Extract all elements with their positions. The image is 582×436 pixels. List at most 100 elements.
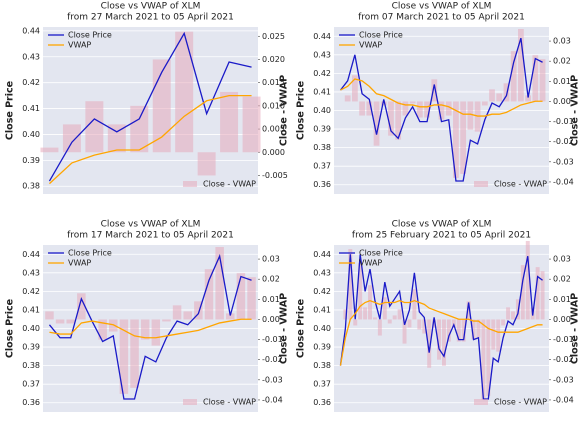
bar (471, 319, 476, 340)
bar (107, 124, 126, 153)
y-tick-label: 0.39 (313, 343, 331, 352)
y2-tick-label: -0.04 (262, 395, 283, 404)
y2-tick-label: 0.02 (553, 275, 571, 284)
bar (397, 309, 402, 320)
bar (368, 285, 372, 320)
bar (55, 319, 65, 324)
bar (441, 319, 446, 366)
line (49, 94, 252, 185)
y2-tick-label: -0.005 (262, 171, 288, 180)
bar (62, 124, 81, 153)
bar (446, 319, 451, 342)
bar (496, 319, 501, 352)
bar (366, 101, 373, 116)
bar (412, 289, 417, 320)
bar (395, 101, 402, 140)
y-tick-label: 0.39 (22, 156, 40, 165)
y-tick-label: 0.37 (313, 380, 331, 389)
bar (501, 319, 506, 326)
bar (151, 319, 161, 346)
bar (535, 267, 540, 320)
y-tick-label: 0.38 (313, 361, 331, 370)
y2-tick-label: -0.02 (262, 355, 283, 364)
y-tick-label: 0.36 (313, 180, 331, 189)
bar (496, 93, 503, 102)
bar (387, 319, 392, 324)
y2-tick-label: -0.01 (553, 117, 574, 126)
bar (373, 101, 380, 146)
line (339, 37, 543, 182)
y-axis-label: Close Price (296, 81, 307, 140)
bar (392, 315, 397, 320)
y2-tick-label: 0.00 (262, 315, 280, 324)
line (339, 254, 543, 400)
y-axis-label: Close Price (5, 299, 16, 358)
y-tick-label: 0.41 (22, 305, 40, 314)
line (49, 318, 252, 339)
bar (380, 101, 387, 106)
y2-tick-label: -0.03 (262, 375, 283, 384)
bar (119, 319, 129, 394)
chart-title: Close vs VWAP of XLM (101, 2, 201, 12)
y-tick-label: 0.42 (313, 69, 331, 78)
y-tick-label: 0.41 (313, 87, 331, 96)
legend-label: Close - VWAP (494, 180, 547, 189)
y2-tick-label: 0.020 (262, 55, 285, 64)
y-tick-label: 0.37 (313, 162, 331, 171)
bar (520, 265, 525, 320)
bar (409, 101, 416, 104)
y2-tick-label: -0.03 (553, 157, 574, 166)
y2-tick-label: 0.03 (553, 255, 571, 264)
y-tick-label: 0.40 (22, 324, 40, 333)
legend-swatch (183, 181, 197, 187)
y2-tick-label: -0.04 (553, 395, 574, 404)
bar (476, 319, 481, 338)
legend-label: Close Price (359, 31, 403, 40)
y-tick-label: 0.39 (313, 125, 331, 134)
bar (85, 101, 104, 153)
y-tick-label: 0.43 (22, 268, 40, 277)
y-tick-label: 0.38 (22, 361, 40, 370)
bar (525, 240, 530, 320)
bar (445, 101, 452, 116)
y-tick-label: 0.44 (22, 250, 40, 259)
legend-swatch (474, 399, 488, 405)
y2-axis-label: Close - VWAP (279, 75, 290, 146)
bar (510, 51, 517, 102)
bar (175, 31, 194, 153)
bar (348, 249, 353, 320)
legend-label: Close Price (359, 249, 403, 258)
y2-axis-label: Close - VWAP (279, 293, 290, 364)
chart-title: Close vs VWAP of XLM (392, 2, 492, 12)
bar (422, 319, 427, 334)
bar (358, 263, 363, 320)
bar (402, 319, 407, 344)
bar (353, 319, 358, 326)
bar (204, 269, 214, 320)
legend-label: Close - VWAP (494, 398, 547, 407)
line (48, 253, 252, 400)
legend-label: Close Price (68, 31, 112, 40)
bar (427, 319, 432, 368)
y-tick-label: 0.40 (22, 130, 40, 139)
y-tick-label: 0.39 (22, 343, 40, 352)
y-tick-label: 0.44 (313, 250, 331, 259)
y-tick-label: 0.42 (22, 78, 40, 87)
y2-tick-label: 0.005 (262, 125, 285, 134)
y2-tick-label: 0.02 (553, 57, 571, 66)
legend-swatch (474, 181, 488, 187)
y-tick-label: 0.42 (313, 287, 331, 296)
bar (183, 311, 192, 320)
bar (466, 301, 471, 320)
y2-tick-label: -0.02 (553, 355, 574, 364)
y2-tick-label: -0.01 (553, 335, 574, 344)
bar (456, 319, 461, 342)
bar (424, 101, 430, 118)
bar (489, 89, 495, 102)
bar (382, 297, 387, 320)
y2-tick-label: 0.00 (553, 315, 571, 324)
